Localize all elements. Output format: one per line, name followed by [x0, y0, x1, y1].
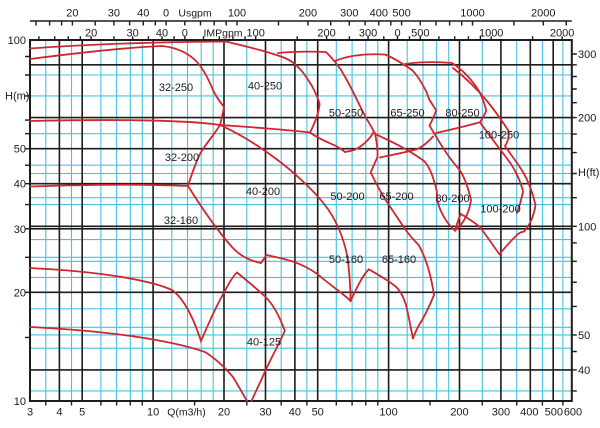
svg-text:40: 40: [289, 407, 301, 419]
svg-text:32-160: 32-160: [164, 215, 198, 227]
svg-text:50: 50: [14, 144, 26, 156]
svg-text:100: 100: [247, 27, 265, 39]
svg-text:30: 30: [126, 27, 138, 39]
svg-text:2000: 2000: [531, 8, 555, 20]
svg-text:100: 100: [578, 221, 596, 233]
svg-text:3: 3: [27, 407, 33, 419]
svg-text:80-200: 80-200: [435, 193, 469, 205]
svg-text:40: 40: [156, 27, 168, 39]
svg-text:H(ft): H(ft): [578, 167, 599, 179]
svg-text:10: 10: [147, 407, 159, 419]
svg-text:20: 20: [66, 8, 78, 20]
svg-text:2000: 2000: [550, 27, 574, 39]
svg-text:200: 200: [299, 8, 317, 20]
svg-text:32-250: 32-250: [159, 82, 193, 94]
svg-text:100-200: 100-200: [480, 204, 520, 216]
svg-text:0: 0: [394, 27, 400, 39]
svg-text:1000: 1000: [460, 8, 484, 20]
svg-text:40-125: 40-125: [247, 337, 281, 349]
svg-text:50: 50: [578, 330, 590, 342]
svg-text:30: 30: [108, 8, 120, 20]
svg-text:20: 20: [85, 27, 97, 39]
svg-text:30: 30: [14, 224, 26, 236]
svg-text:20: 20: [14, 287, 26, 299]
svg-text:100: 100: [8, 35, 26, 47]
svg-text:50-160: 50-160: [329, 254, 363, 266]
svg-text:100: 100: [379, 407, 397, 419]
svg-text:H(m): H(m): [5, 91, 29, 103]
svg-text:50-200: 50-200: [330, 191, 364, 203]
svg-text:600: 600: [564, 407, 582, 419]
svg-text:IMPgpm: IMPgpm: [203, 27, 242, 39]
svg-text:500: 500: [411, 27, 429, 39]
svg-text:4: 4: [56, 407, 62, 419]
svg-text:100-250: 100-250: [479, 130, 519, 142]
svg-text:40-250: 40-250: [248, 81, 282, 93]
svg-text:Q(m3/h): Q(m3/h): [167, 407, 206, 419]
svg-text:80-250: 80-250: [445, 108, 479, 120]
svg-text:1000: 1000: [479, 27, 503, 39]
svg-text:50: 50: [312, 407, 324, 419]
svg-text:0: 0: [163, 8, 169, 20]
svg-text:100: 100: [228, 8, 246, 20]
svg-text:Usgpm: Usgpm: [178, 8, 212, 20]
svg-text:500: 500: [392, 8, 410, 20]
svg-text:0: 0: [182, 27, 188, 39]
svg-text:200: 200: [317, 27, 335, 39]
svg-text:30: 30: [259, 407, 271, 419]
svg-text:40-200: 40-200: [246, 186, 280, 198]
svg-text:500: 500: [545, 407, 563, 419]
svg-text:300: 300: [340, 8, 358, 20]
svg-text:300: 300: [578, 49, 596, 61]
svg-text:32-200: 32-200: [165, 152, 199, 164]
svg-text:20: 20: [218, 407, 230, 419]
svg-text:5: 5: [79, 407, 85, 419]
svg-text:40: 40: [14, 179, 26, 191]
svg-text:65-200: 65-200: [379, 191, 413, 203]
svg-text:200: 200: [450, 407, 468, 419]
svg-text:65-250: 65-250: [390, 108, 424, 120]
svg-text:10: 10: [14, 396, 26, 408]
svg-text:300: 300: [359, 27, 377, 39]
svg-text:65-160: 65-160: [382, 254, 416, 266]
svg-text:400: 400: [520, 407, 538, 419]
svg-text:400: 400: [370, 8, 388, 20]
svg-text:40: 40: [137, 8, 149, 20]
svg-text:300: 300: [492, 407, 510, 419]
svg-text:40: 40: [578, 365, 590, 377]
svg-text:200: 200: [578, 113, 596, 125]
svg-text:50-250: 50-250: [329, 108, 363, 120]
